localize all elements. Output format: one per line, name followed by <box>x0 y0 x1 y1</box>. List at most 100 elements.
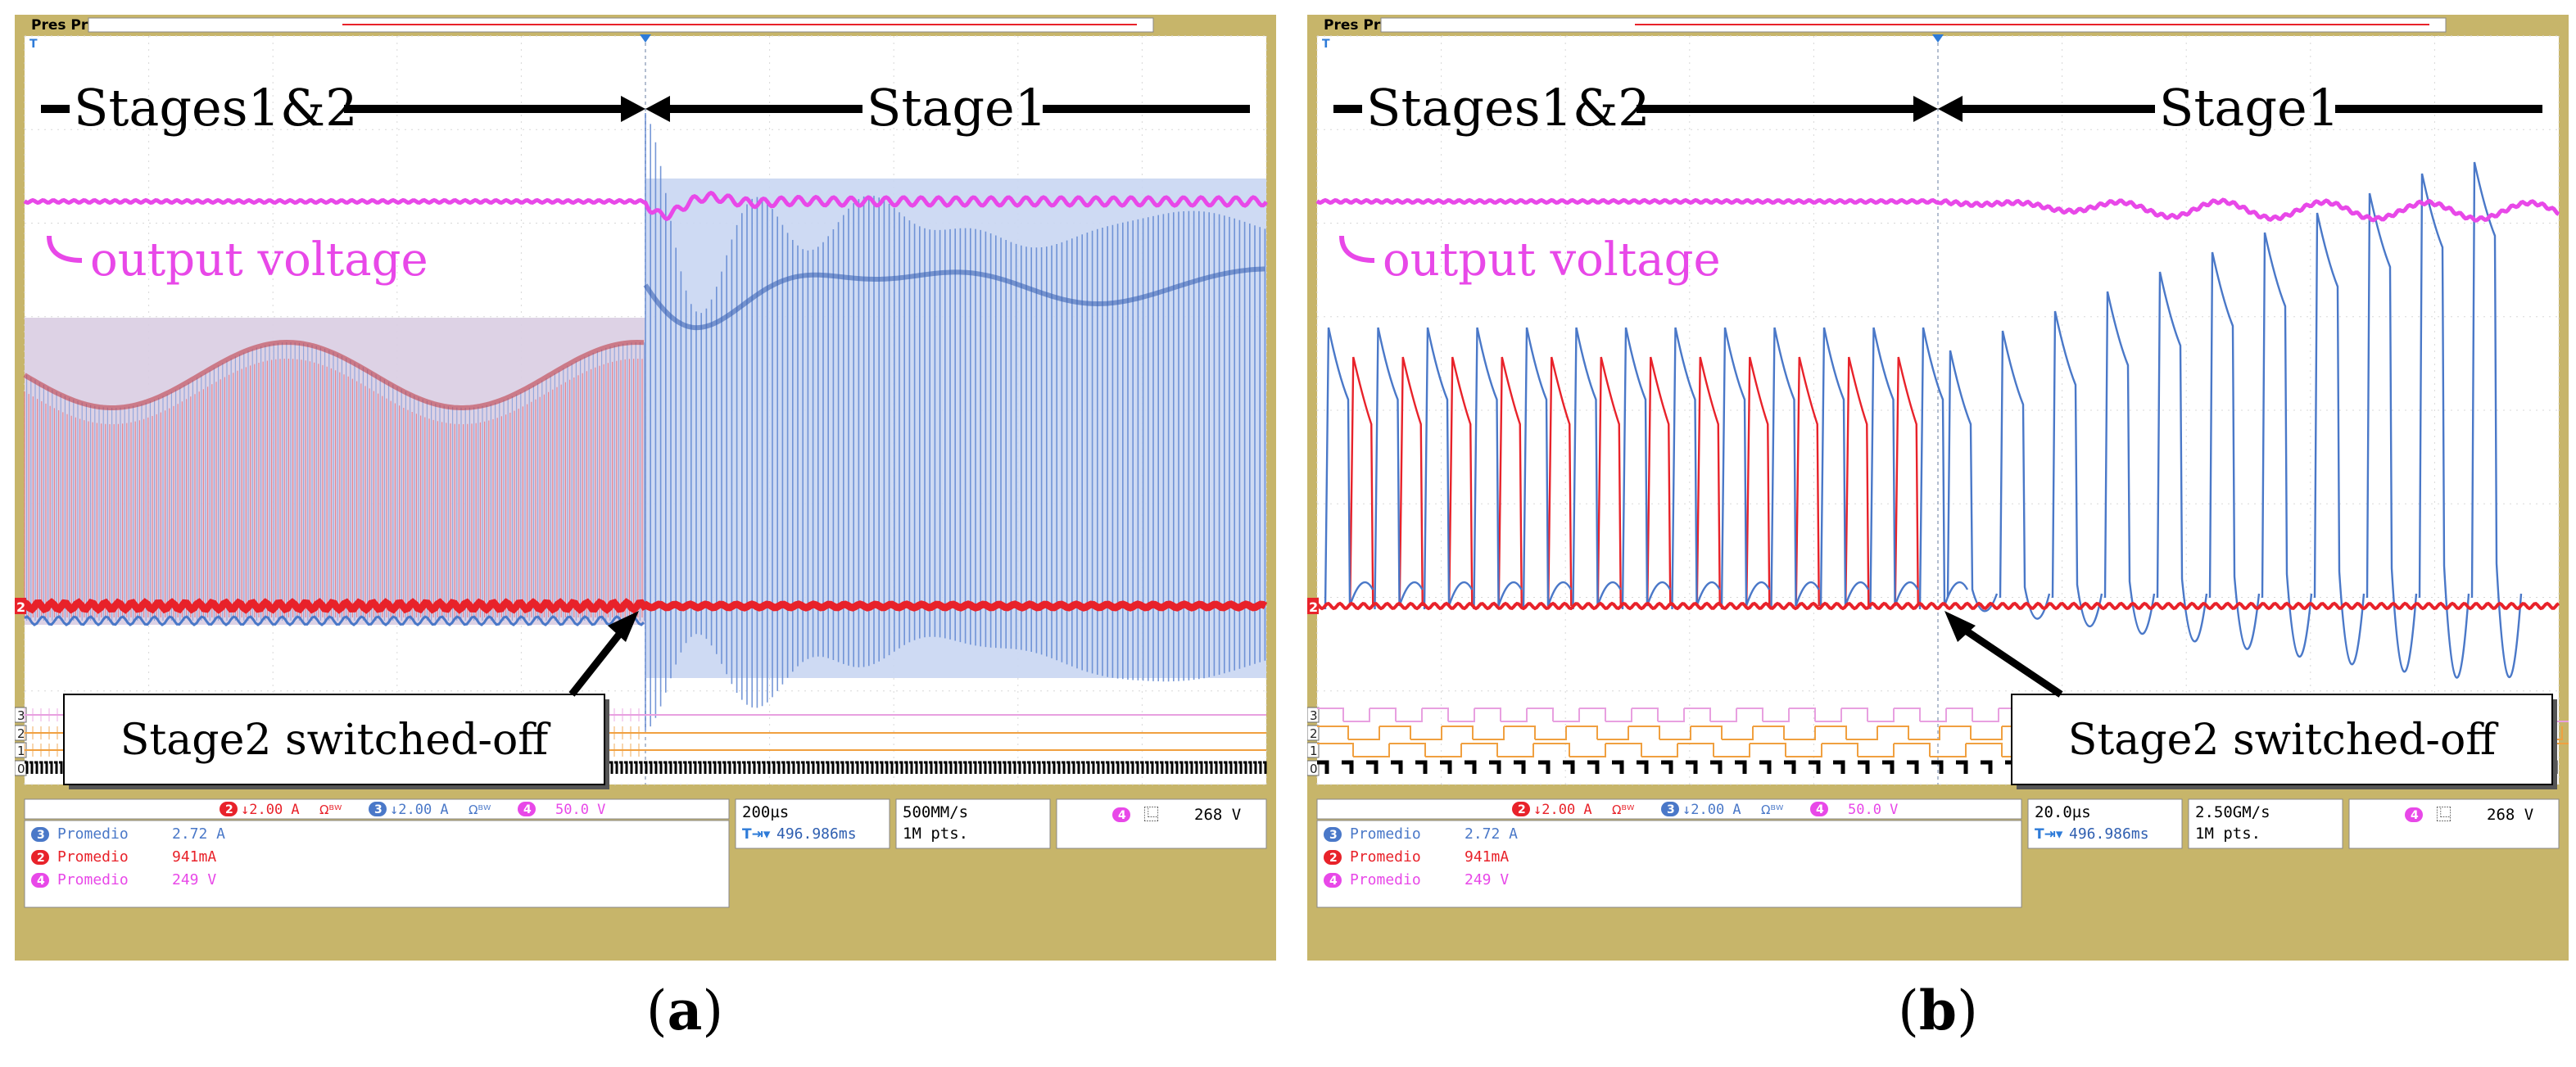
trigger-position-value: 496.986ms <box>776 825 857 843</box>
ch3-average-band <box>643 266 1265 331</box>
oscilloscope-panel-a: Pres Pr output voltage Stages1&2 Stage1 2 T 3 2… <box>15 15 1276 961</box>
subfigure-label-b: (b) <box>1898 979 1978 1042</box>
callout-box <box>63 694 605 785</box>
trigger-source-badge-label: 4 <box>2411 809 2419 822</box>
ch2-scale-badge <box>220 802 238 816</box>
ch2-baseline-trace <box>22 598 1268 614</box>
measurement-0-badge <box>31 827 49 842</box>
measurement-value: 941mA <box>1465 848 1509 866</box>
trigger-marker-icon <box>1932 34 1944 43</box>
ch3-scale-badge-label: 3 <box>374 803 383 816</box>
ch4-scale-badge <box>518 802 536 816</box>
measurement-value: 249 V <box>172 871 216 888</box>
ch3-baseline-trace <box>24 615 645 626</box>
oscilloscope-panel-b: Pres Pr output voltage Stages1&2 Stage1 2 T 3 2… <box>1307 15 2569 961</box>
callout-arrow-shaft <box>568 622 631 697</box>
trigger-source-badge-label: 4 <box>1118 809 1126 822</box>
timebase-box <box>2027 798 2183 849</box>
measurement-name: Promedio <box>1350 848 1421 866</box>
trigger-marker-icon <box>640 34 651 43</box>
measurement-0-badge-label: 3 <box>37 829 45 842</box>
measurement-1-badge-label: 2 <box>37 852 45 865</box>
ch2-marker <box>15 598 26 614</box>
measurement-value: 249 V <box>1465 871 1509 888</box>
timebase-value: 200µs <box>742 803 789 821</box>
measurement-name: Promedio <box>57 848 129 866</box>
stage12-label: Stages1&2 <box>1366 78 1650 138</box>
measurement-2-badge-label: 4 <box>37 875 45 888</box>
timebase-value: 20.0µs <box>2035 803 2091 821</box>
voltage-pointer-icon <box>47 235 83 263</box>
digital-channel-label: 2 <box>1310 726 1318 741</box>
header-label: Pres Pr <box>1324 17 1381 34</box>
ch2-scale-value: ↓2.00 A <box>1533 802 1592 818</box>
measurement-1-badge-label: 2 <box>1329 852 1338 865</box>
record-length-value: 1M pts. <box>903 825 968 843</box>
measurement-name: Promedio <box>57 825 129 843</box>
trigger-source-badge <box>2405 807 2423 822</box>
ch3-scale-badge <box>369 802 387 816</box>
measurement-value: 941mA <box>172 848 216 866</box>
ch3-scale-badge <box>1661 802 1679 816</box>
callout-box <box>2011 694 2553 785</box>
measurement-value: 2.72 A <box>172 825 225 843</box>
digital-channel-badge <box>1307 760 1320 776</box>
scope-screen-a: Pres Pr output voltage Stages1&2 Stage1 2 T 3 2… <box>15 15 1276 908</box>
ch3-bw-icon: Ωᴮᵂ <box>469 803 491 817</box>
trigger-box <box>2348 798 2560 849</box>
sample-rate-value: 500MM/s <box>903 803 968 821</box>
measurement-name: Promedio <box>1350 871 1421 888</box>
ch3-scale-badge-label: 3 <box>1667 803 1675 816</box>
subfigure-label-a: (a) <box>645 979 724 1042</box>
ch2-current-trace <box>1349 356 1919 607</box>
ch2-marker-label: 2 <box>1309 599 1318 615</box>
ch2-scale-badge-label: 2 <box>1518 803 1526 816</box>
stage12-arrow-icon <box>1913 96 1938 122</box>
callout-text: Stage2 switched-off <box>120 716 551 765</box>
current-waveforms <box>1315 161 2560 679</box>
callout-text: Stage2 switched-off <box>2068 716 2499 765</box>
ch2-switching-trace <box>24 359 643 617</box>
trigger-slope-icon: ⿺ <box>2436 806 2452 824</box>
digital-channel-badge <box>1307 742 1320 758</box>
header-label: Pres Pr <box>31 17 88 34</box>
stage1-label: Stage1 <box>867 78 1047 138</box>
trigger-pos-icon: T⇥▾ <box>2035 826 2063 843</box>
measurement-0-badge-label: 3 <box>1329 829 1338 842</box>
ch2-bw-icon: Ωᴮᵂ <box>1612 803 1635 817</box>
digital-channel-label: 1 <box>1310 744 1318 758</box>
ch2-scale-badge-label: 2 <box>225 803 233 816</box>
ch4-scale-value: 50.0 V <box>1848 802 1898 818</box>
record-length-value: 1M pts. <box>2195 825 2261 843</box>
trigger-position-value: 496.986ms <box>2069 825 2149 843</box>
trigger-t-icon: T <box>1322 38 1330 51</box>
stage1-arrow-icon <box>1938 96 1963 122</box>
callout-arrow-shaft <box>1954 621 2063 698</box>
trigger-t-icon: T <box>29 38 38 51</box>
measurement-0-badge <box>1324 827 1342 842</box>
ch4-scale-badge-label: 4 <box>523 803 532 816</box>
ch2-marker-label: 2 <box>16 599 25 615</box>
stage12-arrow-icon <box>621 96 645 122</box>
measurement-panel <box>24 820 730 908</box>
digital-channel-label: 2 <box>17 726 25 741</box>
digital-channel-label: 0 <box>1310 762 1318 776</box>
trigger-level-value: 268 V <box>2487 806 2533 824</box>
measurement-1-badge <box>1324 850 1342 865</box>
ch2-bw-icon: Ωᴮᵂ <box>319 803 342 817</box>
measurement-1-badge <box>31 850 49 865</box>
ch2-average-band <box>23 339 645 410</box>
stage1-arrow-icon <box>645 96 670 122</box>
ch2-marker <box>1307 598 1319 614</box>
sample-rate-value: 2.50GM/s <box>2195 803 2270 821</box>
output-voltage-trace <box>23 190 1268 222</box>
trigger-source-badge <box>1112 807 1130 822</box>
ch3-switching-trace <box>26 342 645 621</box>
digital-channel-label: 1 <box>17 744 25 758</box>
ch3-switching-trace-stage1 <box>645 113 1266 730</box>
output-voltage-label: output voltage <box>1383 233 1721 287</box>
ch3-scale-value: ↓2.00 A <box>1682 802 1741 818</box>
graticule <box>1316 35 2560 785</box>
acquisition-box <box>895 798 1051 849</box>
digital-channel-badge <box>1307 725 1320 741</box>
